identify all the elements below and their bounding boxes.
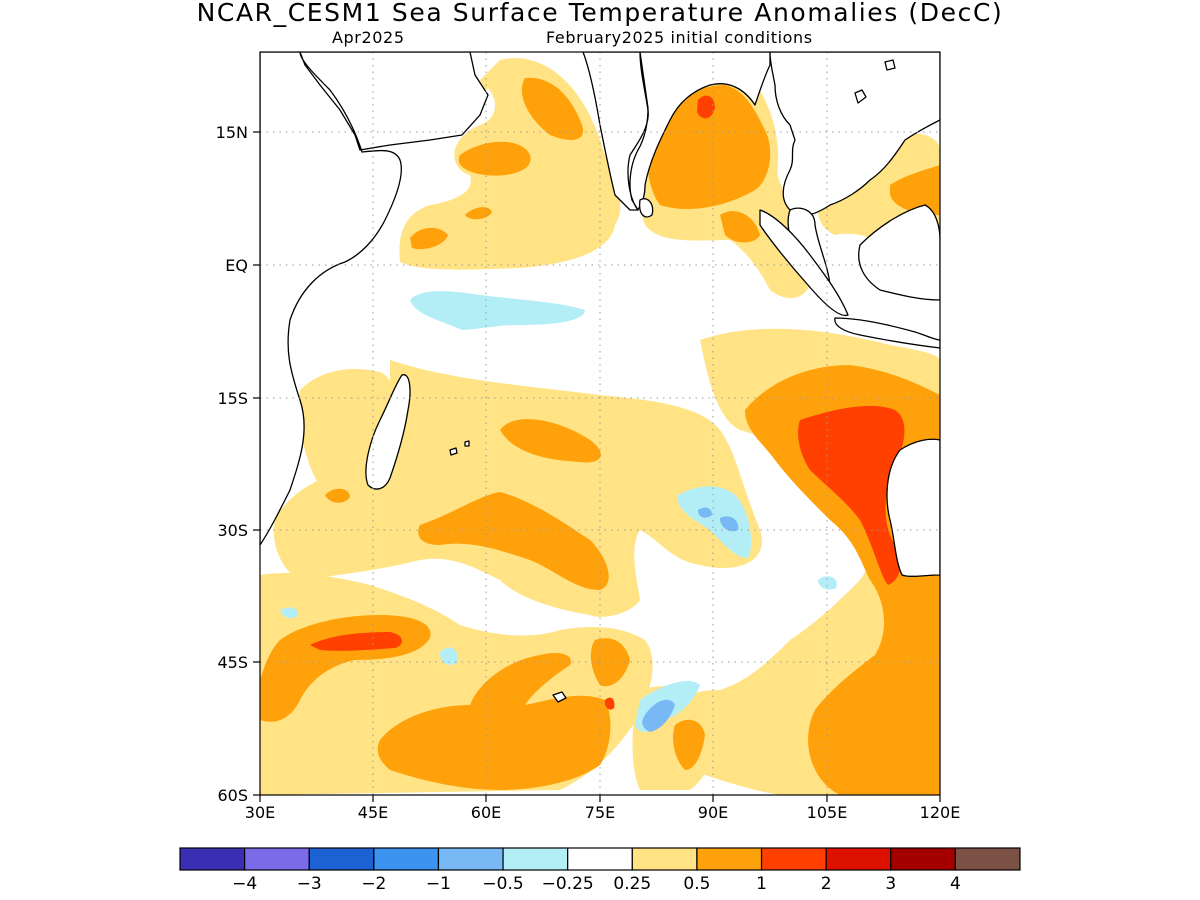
land-india xyxy=(582,52,771,211)
x-tick-label: 120E xyxy=(920,803,961,822)
y-tick-label: 60S xyxy=(217,786,248,805)
anomaly-region-southern-central-a xyxy=(500,419,601,463)
land-madagascar xyxy=(365,374,411,490)
land-sumatra xyxy=(759,209,849,317)
anomaly-region-arabian-small-b xyxy=(465,207,492,220)
anomaly-region-west-australia-peak xyxy=(798,405,905,585)
tick-marks xyxy=(253,131,941,802)
x-tick-label: 105E xyxy=(807,803,848,822)
x-tick-label: 45E xyxy=(358,803,388,822)
anomaly-region-south-cool-c xyxy=(818,576,837,590)
x-tick-label: 90E xyxy=(698,803,728,822)
y-tick-label: 45S xyxy=(217,653,248,672)
colorbar-swatch xyxy=(696,847,763,871)
anomaly-region-south-cool-d xyxy=(280,607,299,618)
colorbar: −4 −3 −2 −1 −0.5 −0.25 0.25 0.5 1 2 3 4 xyxy=(179,847,1021,894)
colorbar-swatch xyxy=(631,847,698,871)
target-month-label: Apr2025 xyxy=(332,28,405,47)
colorbar-swatch xyxy=(825,847,892,871)
anomaly-region-southern-central-b xyxy=(418,492,609,590)
land-taiwan-area xyxy=(884,59,896,71)
anomaly-moderate-negative xyxy=(642,507,739,732)
anomaly-region-south-cold xyxy=(642,699,675,732)
colorbar-swatch xyxy=(760,847,827,871)
anomaly-region-bay-of-bengal-core xyxy=(647,85,771,210)
graticule xyxy=(260,52,940,795)
land-small-island-a xyxy=(449,447,458,456)
anomaly-region-southern-east-b xyxy=(590,638,630,687)
colorbar-label: −0.5 xyxy=(482,874,523,894)
y-tick-label: EQ xyxy=(225,256,248,275)
land-sri-lanka xyxy=(639,198,654,218)
x-tick-label: 60E xyxy=(471,803,501,822)
anomaly-region-south-cool-b xyxy=(440,647,459,665)
colorbar-swatch xyxy=(373,847,440,871)
land-africa-arabia xyxy=(260,52,489,546)
anomaly-region-south-mid-core xyxy=(673,719,705,770)
colorbar-swatch xyxy=(502,847,569,871)
map-title: NCAR_CESM1 Sea Surface Temperature Anoma… xyxy=(196,0,1004,27)
y-axis-labels: 15N EQ 15S 30S 45S 60S xyxy=(216,123,248,805)
land-small-island-b xyxy=(464,440,470,447)
anomaly-region-south-central-cool xyxy=(677,486,752,558)
anomaly-region-arabian-central xyxy=(458,141,531,176)
colorbar-label: 2 xyxy=(821,874,832,894)
anomaly-region-south-central-cold xyxy=(698,507,712,518)
colorbar-swatch xyxy=(954,847,1021,871)
y-tick-label: 15N xyxy=(216,123,248,142)
colorbar-label: −3 xyxy=(297,874,322,894)
anomaly-region-southern-west-peak xyxy=(310,632,402,651)
anomaly-region-mozambique-eddy xyxy=(325,488,350,503)
colorbar-label: 0.25 xyxy=(613,874,651,894)
land-java xyxy=(834,317,940,349)
anomaly-field xyxy=(260,52,940,795)
colorbar-label: −4 xyxy=(232,874,257,894)
colorbar-swatch xyxy=(567,847,633,871)
anomaly-region-arabian-sea-north xyxy=(480,62,502,90)
colorbar-label: 1 xyxy=(756,874,767,894)
colorbar-swatch xyxy=(179,847,246,871)
colorbar-swatch xyxy=(308,847,375,871)
anomaly-region-gulf-oman xyxy=(521,77,584,140)
anomaly-region-arabian-small-a xyxy=(410,227,448,250)
land-borneo xyxy=(858,204,940,301)
anomaly-region-kerguelen-peak xyxy=(604,697,615,710)
colorbar-label: 3 xyxy=(885,874,896,894)
init-conditions-label: February2025 initial conditions xyxy=(546,28,813,47)
colorbar-label: −1 xyxy=(426,874,451,894)
x-axis-labels: 30E 45E 60E 75E 90E 105E 120E xyxy=(245,803,961,822)
colorbar-swatch xyxy=(890,847,956,871)
anomaly-strong-positive xyxy=(310,95,905,710)
colorbar-swatch xyxy=(244,847,310,871)
land-masses xyxy=(260,52,940,703)
y-tick-label: 15S xyxy=(217,389,248,408)
colorbar-label: −2 xyxy=(361,874,386,894)
x-tick-label: 30E xyxy=(245,803,275,822)
anomaly-region-south-central-cold-b xyxy=(720,516,739,532)
colorbar-swatch xyxy=(437,847,504,871)
y-tick-label: 30S xyxy=(217,521,248,540)
land-australia xyxy=(886,438,940,577)
anomaly-region-southern-east-a xyxy=(377,653,611,790)
colorbar-label: 0.5 xyxy=(683,874,710,894)
anomaly-region-madagascar-west xyxy=(299,369,394,500)
land-kerguelen xyxy=(552,691,567,703)
colorbar-label: −0.25 xyxy=(542,874,594,894)
colorbar-label: 4 xyxy=(950,874,961,894)
anomaly-region-bay-of-bengal-peak xyxy=(697,95,715,119)
land-hainan xyxy=(854,89,867,104)
anomaly-region-equatorial-cool xyxy=(410,291,585,330)
x-tick-label: 75E xyxy=(585,803,615,822)
anomaly-region-andaman xyxy=(720,211,760,243)
anomaly-region-scs-east xyxy=(890,165,940,215)
